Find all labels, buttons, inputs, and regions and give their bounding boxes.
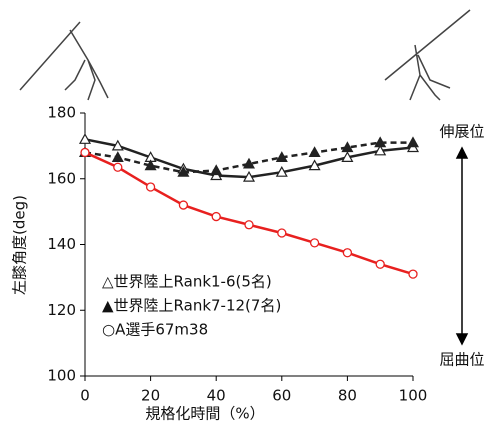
chart: 規格化時間（%） 左膝角度(deg) 伸展位 屈曲位 100 120 140 160 1… <box>0 0 500 438</box>
y-axis-label: 左膝角度(deg) <box>11 195 29 295</box>
marker <box>278 229 286 237</box>
annotation: 伸展位 <box>439 123 484 141</box>
double-arrow <box>457 148 467 344</box>
legend-label: ○A選手67m38 <box>102 321 208 339</box>
marker <box>245 221 253 229</box>
x-tick-label: 0 <box>80 387 90 405</box>
x-tick-label: 40 <box>207 387 226 405</box>
x-tick-label: 100 <box>399 387 428 405</box>
legend-label: ▲世界陸上Rank7-12(7名) <box>102 297 281 315</box>
x-tick-label: 80 <box>338 387 357 405</box>
y-tick-label: 180 <box>47 104 76 122</box>
y-tick-label: 100 <box>47 367 76 385</box>
y-tick-label: 160 <box>47 169 76 187</box>
marker <box>408 138 418 147</box>
annotation: 屈曲位 <box>439 351 484 369</box>
marker <box>409 270 417 278</box>
x-tick-label: 60 <box>272 387 291 405</box>
stick-figures <box>20 10 470 100</box>
series-line <box>85 152 413 274</box>
x-axis-label: 規格化時間（%） <box>145 405 264 423</box>
x-tick-label: 20 <box>141 387 160 405</box>
marker <box>179 201 187 209</box>
marker <box>310 147 320 156</box>
marker <box>212 213 220 221</box>
marker <box>343 249 351 257</box>
marker <box>114 163 122 171</box>
legend-label: △世界陸上Rank1-6(5名) <box>102 273 272 291</box>
marker <box>376 260 384 268</box>
marker <box>113 152 123 161</box>
marker <box>81 148 89 156</box>
y-tick-label: 140 <box>47 235 76 253</box>
marker <box>147 183 155 191</box>
marker <box>211 166 221 175</box>
y-tick-label: 120 <box>47 301 76 319</box>
marker <box>311 239 319 247</box>
